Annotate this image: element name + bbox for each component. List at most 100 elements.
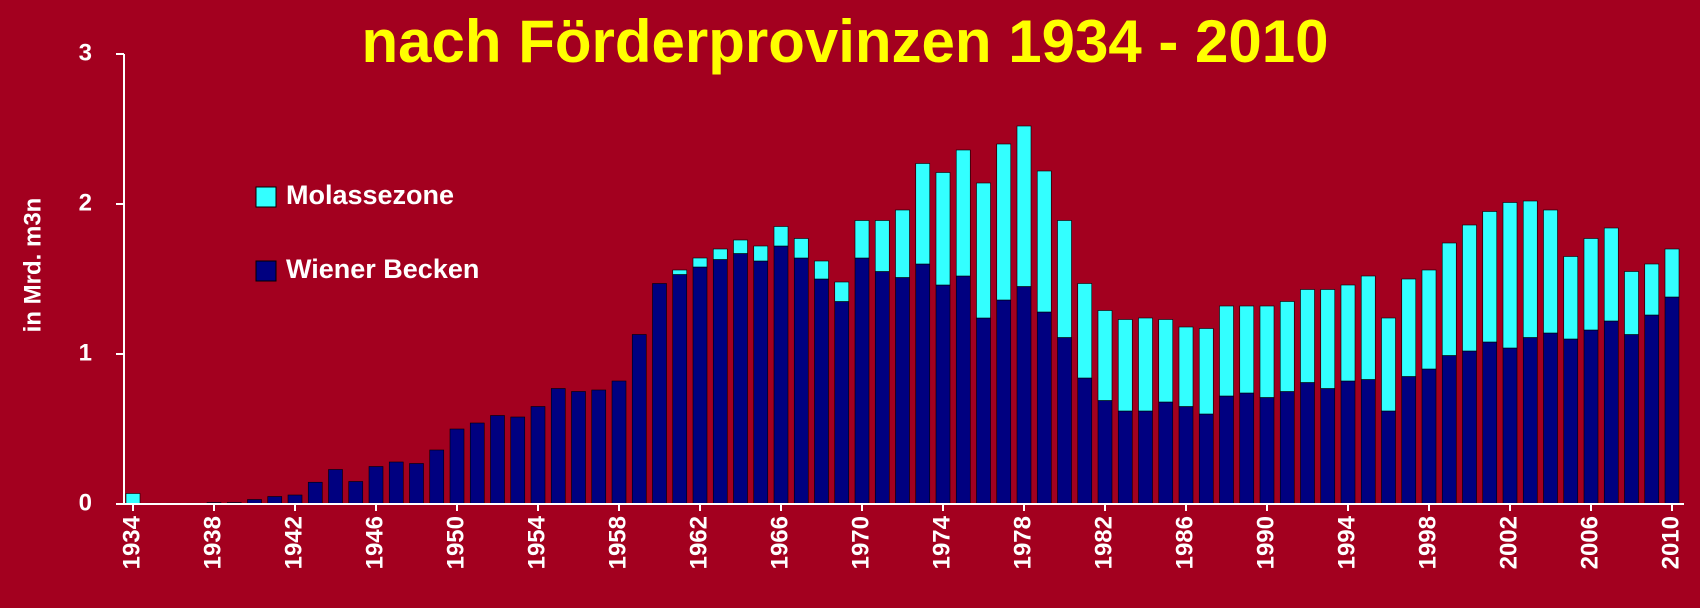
bar-segment: [267, 496, 283, 505]
bar-segment: [1381, 317, 1396, 412]
bar-segment: [1198, 413, 1214, 505]
bar-segment: [1543, 209, 1558, 334]
bar-segment: [571, 391, 586, 505]
bar-segment: [591, 389, 607, 505]
bar-segment: [996, 299, 1012, 505]
bar-segment: [1300, 382, 1315, 505]
bar-segment: [753, 245, 769, 262]
bar-segment: [348, 481, 364, 505]
x-tick-label: 1954: [523, 515, 550, 569]
bar-segment: [1381, 410, 1396, 505]
x-tick-label: 1974: [928, 515, 955, 569]
bar-segment: [1036, 170, 1052, 313]
x-tick-label: 1970: [847, 516, 874, 569]
bar-segment: [510, 416, 526, 505]
bar-segment: [1300, 289, 1315, 383]
bar-segment: [530, 406, 546, 505]
bar-segment: [1583, 329, 1599, 505]
bar-segment: [1158, 319, 1174, 403]
bar-segment: [1624, 334, 1639, 505]
bar-segment: [854, 220, 870, 259]
bar-segment: [874, 271, 890, 505]
bar-segment: [834, 301, 850, 505]
bar-segment: [611, 380, 627, 505]
bar-segment: [388, 461, 404, 505]
bar-segment: [712, 248, 728, 260]
bar-segment: [692, 266, 708, 505]
bar-segment: [1016, 125, 1032, 287]
x-tick-label: 1986: [1171, 516, 1198, 569]
bar-segment: [1077, 283, 1093, 379]
bar-segment: [874, 220, 890, 272]
bar-segment: [672, 274, 688, 505]
legend-label: Molassezone: [286, 180, 454, 210]
bar-segment: [895, 277, 910, 505]
bar-segment: [1077, 377, 1093, 505]
bar-segment: [1624, 271, 1639, 335]
x-tick-label: 1938: [199, 516, 226, 569]
bar-segment: [915, 263, 931, 505]
bar-segment: [1482, 211, 1498, 343]
bar-segment: [1522, 337, 1538, 505]
bar-segment: [1603, 320, 1619, 505]
bar-segment: [834, 281, 850, 302]
chart-title: nach Förderprovinzen 1934 - 2010: [361, 8, 1328, 75]
bar-segment: [1664, 296, 1680, 505]
bar-segment: [753, 260, 769, 505]
bar-segment: [1097, 400, 1113, 505]
x-tick-label: 1982: [1090, 516, 1117, 569]
bar-segment: [773, 226, 789, 247]
bar-segment: [1441, 242, 1457, 356]
bar-segment: [1644, 263, 1660, 316]
bar-segment: [1016, 286, 1032, 505]
x-tick-label: 1934: [118, 515, 145, 569]
bar-segment: [1502, 347, 1518, 505]
bar-segment: [1158, 401, 1174, 505]
x-tick-label: 1998: [1414, 516, 1441, 569]
bar-segment: [1057, 220, 1072, 338]
x-tick-label: 1950: [442, 516, 469, 569]
bar-segment: [1502, 202, 1518, 349]
legend-swatch: [255, 186, 277, 208]
x-tick-label: 2006: [1576, 516, 1603, 569]
bar-segment: [712, 259, 728, 505]
bar-segment: [976, 317, 991, 505]
bar-segment: [1401, 278, 1417, 377]
bar-segment: [935, 284, 951, 505]
bar-segment: [1340, 380, 1356, 505]
bar-segment: [915, 163, 931, 265]
bar-segment: [1138, 317, 1153, 412]
bar-segment: [368, 466, 384, 505]
bar-segment: [1522, 200, 1538, 338]
x-tick-label: 1978: [1009, 516, 1036, 569]
bar-segment: [307, 481, 323, 505]
bar-segment: [1259, 397, 1275, 505]
x-tick-label: 2010: [1657, 516, 1684, 569]
bar-segment: [1239, 305, 1255, 394]
bar-segment: [935, 172, 951, 286]
bar-segment: [1178, 406, 1194, 505]
bar-segment: [1603, 227, 1619, 322]
bar-segment: [1563, 256, 1579, 340]
bar-segment: [652, 283, 667, 505]
bar-segment: [1462, 350, 1477, 505]
bar-segment: [1279, 391, 1295, 505]
x-tick-label: 1962: [685, 516, 712, 569]
bar-segment: [1401, 376, 1417, 505]
bar-segment: [1117, 410, 1133, 505]
bar-segment: [1239, 392, 1255, 505]
bar-segment: [976, 182, 991, 319]
bar-segment: [996, 143, 1012, 301]
bar-segment: [1036, 311, 1052, 505]
bar-segment: [1462, 224, 1477, 352]
x-tick-label: 1994: [1333, 515, 1360, 569]
y-tick-label: 2: [79, 189, 92, 216]
x-tick-label: 1990: [1252, 516, 1279, 569]
bar-segment: [1219, 395, 1234, 505]
bar-segment: [733, 253, 748, 505]
bar-segment: [1360, 275, 1376, 380]
bar-segment: [328, 469, 343, 505]
legend-swatch: [255, 260, 277, 282]
bar-segment: [1198, 328, 1214, 415]
bar-segment: [793, 238, 809, 259]
